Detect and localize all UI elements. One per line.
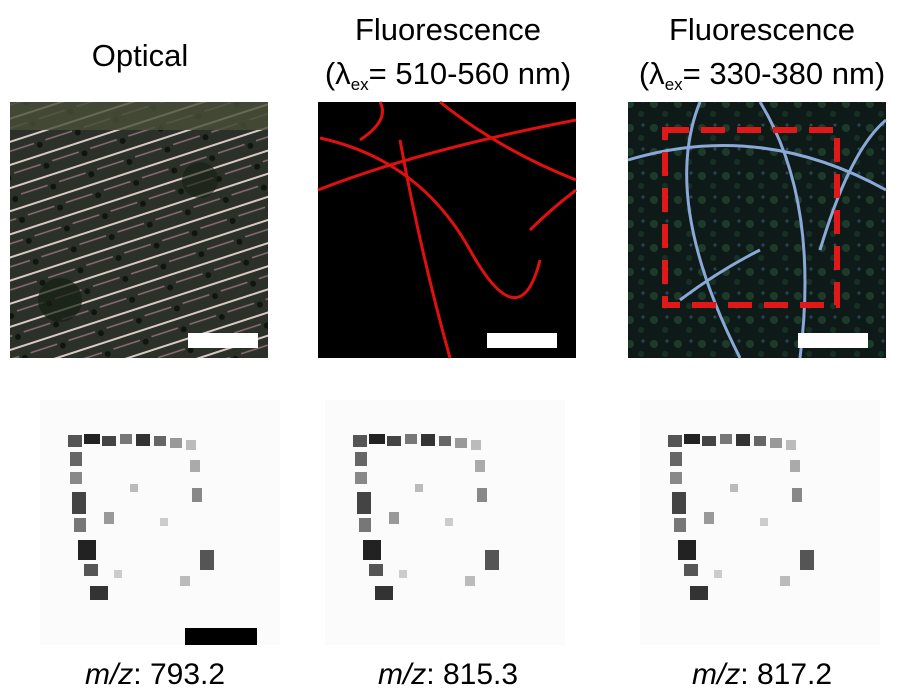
panel-subtitle: (λex= 510-560 nm) [325,56,571,94]
scale-bar [185,628,257,645]
mz-value: : 815.3 [426,658,518,691]
mz-prefix: m/z [692,658,740,691]
scale-bar [487,333,557,348]
mz-prefix: m/z [85,658,133,691]
scale-bar [798,333,868,348]
panel-title: Optical [92,38,188,73]
optical-image [10,102,268,358]
figure: Optical Fluorescence (λex= 510-560 nm) F… [0,0,910,693]
panel-title: Fluorescence [355,12,541,47]
subtitle-rest: = 330-380 nm) [683,56,885,91]
mz-label: m/z: 815.3 [378,658,518,691]
mz-prefix: m/z [378,658,426,691]
ms-image [40,400,280,645]
subtitle-subscript: ex [665,75,683,94]
mz-value: : 817.2 [740,658,832,691]
mz-value: : 793.2 [133,658,225,691]
ms-image [325,400,565,645]
mz-label: m/z: 817.2 [692,658,832,691]
subtitle-open: (λ [325,56,351,91]
panel-subtitle: (λex= 330-380 nm) [639,56,885,94]
fluorescence-blue-image [628,102,886,358]
ms-image [640,400,880,645]
page: {"top_panels": [ {"title": "Optical"}, {… [0,0,910,693]
subtitle-subscript: ex [351,75,369,94]
scale-bar [188,333,258,348]
subtitle-rest: = 510-560 nm) [369,56,571,91]
mz-label: m/z: 793.2 [85,658,225,691]
panel-title: Fluorescence [669,12,855,47]
subtitle-open: (λ [639,56,665,91]
fluorescence-red-image [318,102,576,358]
